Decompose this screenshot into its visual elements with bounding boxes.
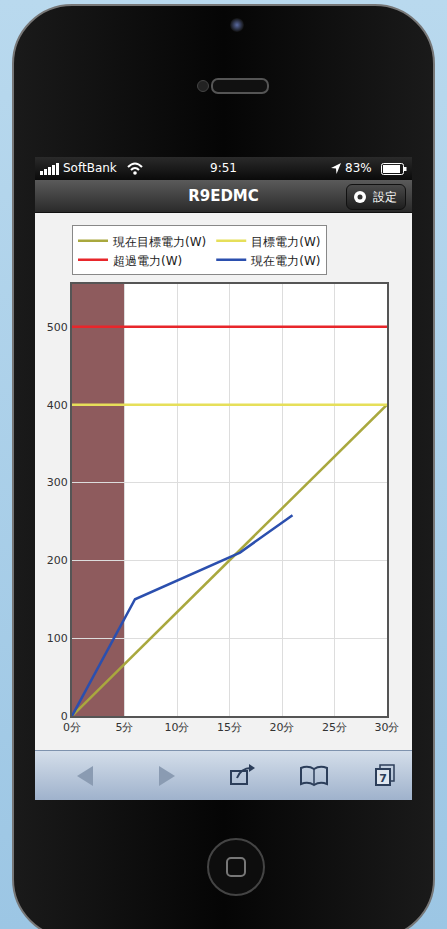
svg-text:目標電力(W): 目標電力(W)	[251, 235, 320, 249]
html-text:9:51: 9:51	[210, 161, 237, 175]
svg-text:10分: 10分	[165, 721, 190, 734]
svg-text:0: 0	[61, 710, 68, 723]
svg-text:15分: 15分	[217, 721, 242, 734]
svg-text:超過電力(W): 超過電力(W)	[113, 254, 182, 268]
svg-text:現在電力(W): 現在電力(W)	[251, 254, 320, 268]
svg-text:500: 500	[47, 321, 68, 334]
svg-text:25分: 25分	[322, 721, 347, 734]
svg-text:100: 100	[47, 632, 68, 645]
svg-text:20分: 20分	[270, 721, 295, 734]
svg-text:0分: 0分	[63, 721, 81, 734]
svg-text:7: 7	[379, 772, 387, 785]
html-text:R9EDMC: R9EDMC	[188, 187, 259, 205]
svg-text:400: 400	[47, 399, 68, 412]
svg-text:200: 200	[47, 554, 68, 567]
svg-text:30分: 30分	[375, 721, 400, 734]
svg-text:現在目標電力(W): 現在目標電力(W)	[113, 235, 206, 249]
svg-text:300: 300	[47, 476, 68, 489]
svg-text:5分: 5分	[116, 721, 134, 734]
html-text:設定: 設定	[373, 190, 397, 204]
html-text:SoftBank: SoftBank	[63, 161, 117, 175]
html-text:83%: 83%	[345, 161, 372, 175]
